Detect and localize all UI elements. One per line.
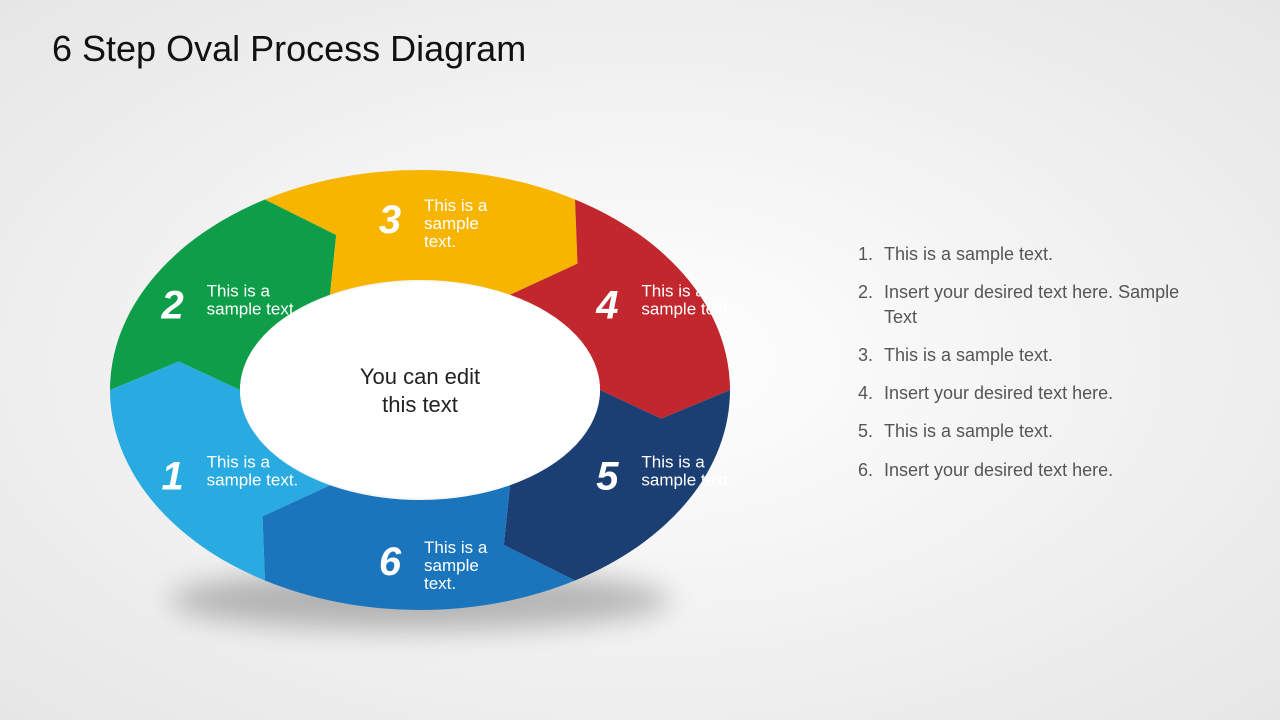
segment-label-5-l2: sample text. xyxy=(641,471,733,490)
segment-label-4-l1: This is a xyxy=(641,282,705,301)
page-title: 6 Step Oval Process Diagram xyxy=(52,28,526,70)
segment-number-6: 6 xyxy=(379,540,402,584)
segment-label-1-l1: This is a xyxy=(207,453,271,472)
segment-number-2: 2 xyxy=(161,284,184,328)
segment-label-6-l1: This is a xyxy=(424,538,488,557)
segment-label-6-l3: text. xyxy=(424,574,456,593)
list-item: This is a sample text. xyxy=(878,242,1190,266)
center-text-line2: this text xyxy=(382,392,458,417)
list-item: This is a sample text. xyxy=(878,419,1190,443)
segment-label-2-l1: This is a xyxy=(207,282,271,301)
diagram-center xyxy=(240,282,600,498)
segment-label-3-l3: text. xyxy=(424,232,456,251)
segment-label-1-l2: sample text. xyxy=(207,471,299,490)
list-item: Insert your desired text here. Sample Te… xyxy=(878,280,1190,329)
segment-label-2-l2: sample text. xyxy=(207,300,299,319)
segment-label-6-l2: sample xyxy=(424,556,479,575)
diagram-svg: 1This is asample text.2This is asample t… xyxy=(80,130,760,670)
list-item: Insert your desired text here. xyxy=(878,458,1190,482)
segment-number-1: 1 xyxy=(162,455,184,499)
side-list: This is a sample text. Insert your desir… xyxy=(850,242,1190,496)
center-text-line1: You can edit xyxy=(360,364,480,389)
list-item: This is a sample text. xyxy=(878,343,1190,367)
oval-process-diagram: 1This is asample text.2This is asample t… xyxy=(80,130,760,670)
segment-label-5-l1: This is a xyxy=(641,453,705,472)
segment-label-4-l2: sample text. xyxy=(641,300,733,319)
segment-number-4: 4 xyxy=(595,284,618,328)
segment-number-3: 3 xyxy=(379,198,401,242)
segment-label-3-l2: sample xyxy=(424,214,479,233)
segment-number-5: 5 xyxy=(596,455,619,499)
segment-label-3-l1: This is a xyxy=(424,196,488,215)
list-item: Insert your desired text here. xyxy=(878,381,1190,405)
